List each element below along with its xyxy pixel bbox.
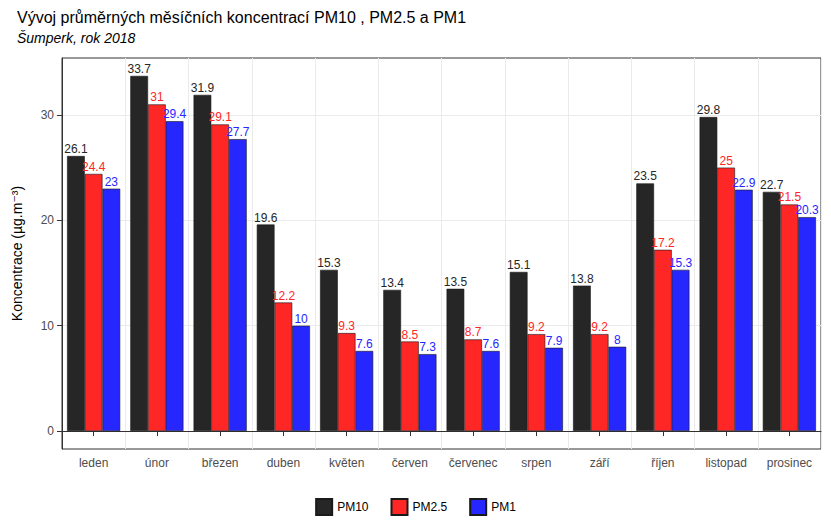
svg-text:31.9: 31.9 [191,81,215,95]
svg-text:duben: duben [267,456,300,470]
svg-text:7.6: 7.6 [482,337,499,351]
svg-text:13.4: 13.4 [380,276,404,290]
svg-text:20.3: 20.3 [795,203,819,217]
svg-text:leden: leden [79,456,108,470]
svg-text:9.2: 9.2 [591,320,608,334]
svg-text:9.2: 9.2 [528,320,545,334]
svg-text:7.6: 7.6 [356,337,373,351]
svg-text:září: září [590,456,611,470]
svg-text:13.8: 13.8 [570,272,594,286]
svg-text:10: 10 [294,312,308,326]
svg-text:30: 30 [41,108,55,122]
svg-text:0: 0 [47,424,54,438]
svg-text:15.3: 15.3 [317,256,341,270]
svg-text:31: 31 [150,90,164,104]
svg-text:25: 25 [719,154,733,168]
svg-text:únor: únor [145,456,169,470]
svg-text:9.3: 9.3 [338,319,355,333]
svg-text:PM2.5: PM2.5 [412,500,447,514]
svg-text:Koncentrace (µg.m⁻³): Koncentrace (µg.m⁻³) [9,186,25,321]
svg-text:24.4: 24.4 [82,160,106,174]
svg-text:27.7: 27.7 [226,125,250,139]
svg-text:7.3: 7.3 [419,340,436,354]
svg-text:26.1: 26.1 [64,142,88,156]
svg-text:15.3: 15.3 [669,256,693,270]
svg-text:29.4: 29.4 [163,107,187,121]
svg-text:20: 20 [41,213,55,227]
svg-text:23.5: 23.5 [633,169,657,183]
svg-text:21.5: 21.5 [777,190,802,205]
svg-text:PM10: PM10 [337,500,369,514]
svg-text:7.9: 7.9 [546,334,563,348]
svg-text:12.2: 12.2 [272,289,296,303]
svg-text:březen: březen [202,456,239,470]
svg-text:Šumperk, rok 2018: Šumperk, rok 2018 [17,30,135,46]
svg-text:13.5: 13.5 [444,275,468,289]
svg-text:červenec: červenec [449,456,498,470]
svg-text:22.9: 22.9 [732,176,756,190]
svg-text:PM1: PM1 [491,500,516,514]
svg-text:květen: květen [329,456,364,470]
svg-text:15.1: 15.1 [507,258,531,272]
svg-text:Vývoj průměrných měsíčních kon: Vývoj průměrných měsíčních koncentrací P… [17,9,466,26]
svg-text:8.5: 8.5 [402,328,419,342]
svg-text:říjen: říjen [651,456,674,470]
svg-text:33.7: 33.7 [127,62,151,76]
svg-text:22.7: 22.7 [760,177,784,192]
svg-text:prosinec: prosinec [767,456,812,470]
svg-text:17.2: 17.2 [651,236,675,250]
svg-text:srpen: srpen [521,456,551,470]
svg-text:10: 10 [41,319,55,333]
svg-text:19.6: 19.6 [254,211,278,225]
svg-text:listopad: listopad [705,456,746,470]
svg-text:29.1: 29.1 [208,110,232,124]
svg-text:23: 23 [105,175,119,189]
svg-text:červen: červen [392,456,428,470]
svg-text:29.8: 29.8 [697,103,721,117]
svg-text:8.7: 8.7 [465,325,482,339]
svg-text:8: 8 [614,333,621,347]
